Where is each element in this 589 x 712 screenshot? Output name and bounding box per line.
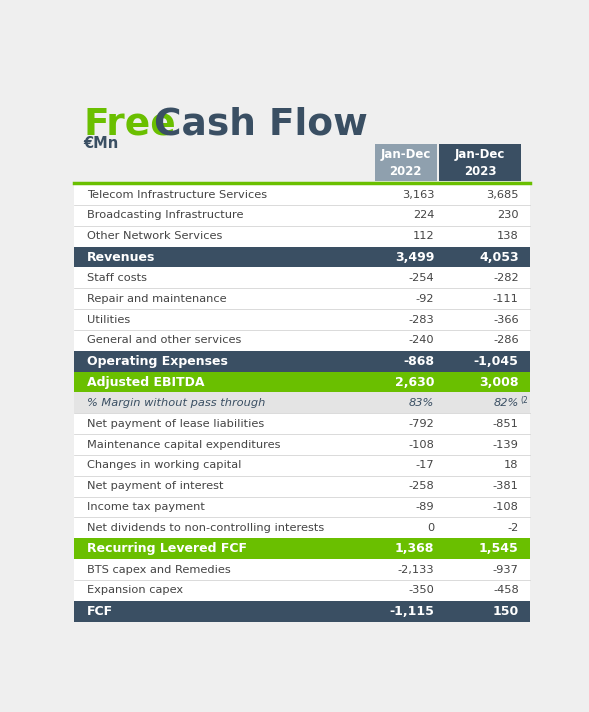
Text: -92: -92	[416, 294, 434, 304]
Text: Adjusted EBITDA: Adjusted EBITDA	[87, 375, 205, 389]
Text: 82%: 82%	[494, 398, 519, 408]
Text: BTS capex and Remedies: BTS capex and Remedies	[87, 565, 231, 575]
Text: 112: 112	[413, 231, 434, 241]
Text: Utilities: Utilities	[87, 315, 131, 325]
Text: -283: -283	[409, 315, 434, 325]
Text: 150: 150	[492, 604, 519, 618]
Bar	[74, 538, 530, 559]
Text: €Mn: €Mn	[84, 136, 119, 151]
Text: -254: -254	[409, 273, 434, 283]
Text: 0: 0	[427, 523, 434, 533]
Bar	[74, 392, 530, 413]
Text: -286: -286	[493, 335, 519, 345]
Text: Changes in working capital: Changes in working capital	[87, 461, 241, 471]
Text: -381: -381	[493, 481, 519, 491]
Text: -240: -240	[409, 335, 434, 345]
Bar	[74, 372, 530, 392]
Text: Repair and maintenance: Repair and maintenance	[87, 294, 227, 304]
Text: -851: -851	[493, 419, 519, 429]
Text: 3,499: 3,499	[395, 251, 434, 263]
Text: 18: 18	[504, 461, 519, 471]
Text: -868: -868	[403, 355, 434, 367]
Text: Cash Flow: Cash Flow	[141, 106, 368, 142]
Text: 224: 224	[413, 210, 434, 221]
Bar	[74, 184, 530, 622]
Text: 3,685: 3,685	[486, 189, 519, 199]
Text: Operating Expenses: Operating Expenses	[87, 355, 228, 367]
Text: -17: -17	[416, 461, 434, 471]
Text: Maintenance capital expenditures: Maintenance capital expenditures	[87, 439, 281, 449]
Text: Income tax payment: Income tax payment	[87, 502, 205, 512]
Text: -2,133: -2,133	[398, 565, 434, 575]
Text: -89: -89	[416, 502, 434, 512]
Text: 3,163: 3,163	[402, 189, 434, 199]
Bar	[375, 144, 436, 182]
Text: -108: -108	[493, 502, 519, 512]
Text: General and other services: General and other services	[87, 335, 241, 345]
Text: 1,368: 1,368	[395, 543, 434, 555]
Bar	[439, 144, 521, 182]
Text: Broadcasting Infrastructure: Broadcasting Infrastructure	[87, 210, 244, 221]
Bar	[74, 246, 530, 268]
Text: Other Network Services: Other Network Services	[87, 231, 223, 241]
Text: -282: -282	[493, 273, 519, 283]
Text: -1,045: -1,045	[474, 355, 519, 367]
Text: -792: -792	[409, 419, 434, 429]
Text: 1,545: 1,545	[479, 543, 519, 555]
Text: Staff costs: Staff costs	[87, 273, 147, 283]
Text: FCF: FCF	[87, 604, 114, 618]
Text: -258: -258	[409, 481, 434, 491]
Text: 4,053: 4,053	[479, 251, 519, 263]
Text: Expansion capex: Expansion capex	[87, 585, 183, 595]
Text: -1,115: -1,115	[389, 604, 434, 618]
Bar	[74, 351, 530, 372]
Text: -111: -111	[493, 294, 519, 304]
Text: (2: (2	[520, 396, 528, 404]
Text: Revenues: Revenues	[87, 251, 155, 263]
Text: Net payment of interest: Net payment of interest	[87, 481, 224, 491]
Text: Free: Free	[84, 106, 177, 142]
Text: Net dividends to non-controlling interests: Net dividends to non-controlling interes…	[87, 523, 325, 533]
Text: -2: -2	[508, 523, 519, 533]
Text: -458: -458	[493, 585, 519, 595]
Text: 138: 138	[497, 231, 519, 241]
Text: 83%: 83%	[409, 398, 434, 408]
Text: 2,630: 2,630	[395, 375, 434, 389]
Text: 230: 230	[497, 210, 519, 221]
Text: -350: -350	[408, 585, 434, 595]
Text: Telecom Infrastructure Services: Telecom Infrastructure Services	[87, 189, 267, 199]
Text: Jan-Dec
2023: Jan-Dec 2023	[455, 148, 505, 178]
Text: -139: -139	[493, 439, 519, 449]
Text: Jan-Dec
2022: Jan-Dec 2022	[380, 148, 431, 178]
Text: % Margin without pass through: % Margin without pass through	[87, 398, 266, 408]
Text: Recurring Levered FCF: Recurring Levered FCF	[87, 543, 247, 555]
Text: -937: -937	[493, 565, 519, 575]
Text: Net payment of lease liabilities: Net payment of lease liabilities	[87, 419, 264, 429]
Bar	[74, 601, 530, 622]
Text: -366: -366	[493, 315, 519, 325]
Text: -108: -108	[408, 439, 434, 449]
Text: 3,008: 3,008	[479, 375, 519, 389]
